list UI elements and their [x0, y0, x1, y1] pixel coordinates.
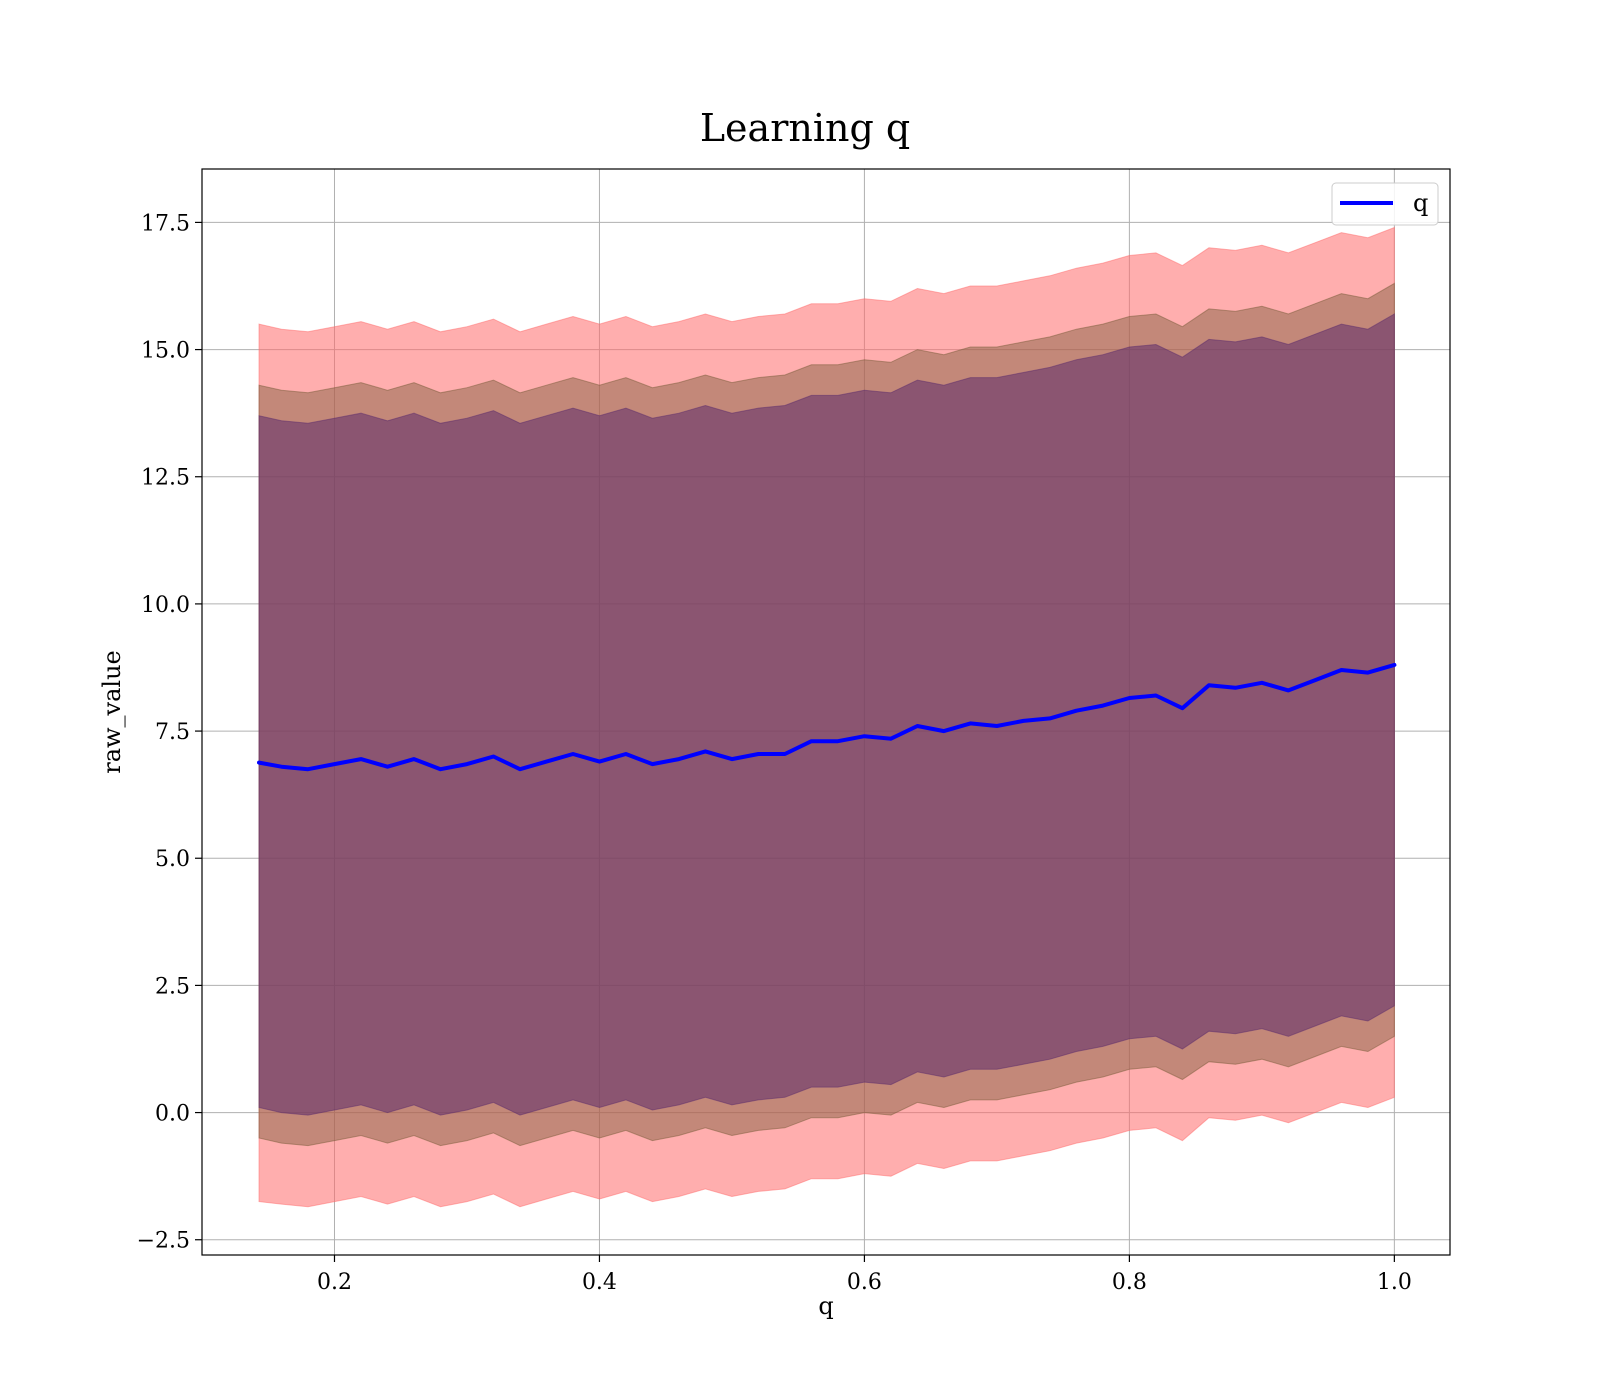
confidence-bands	[258, 226, 1395, 1208]
series-lines	[257, 662, 1397, 772]
x-tick-label: 0.6	[847, 1270, 882, 1295]
y-axis-label: raw_value	[98, 650, 126, 774]
x-axis-ticks: 0.2 0.4 0.6 0.8 1.0	[317, 1255, 1412, 1295]
x-tick-label: 0.4	[582, 1270, 617, 1295]
y-tick-label: 12.5	[141, 466, 190, 491]
y-tick-label: 15.0	[141, 339, 190, 364]
x-tick-label: 0.2	[317, 1270, 352, 1295]
x-tick-label: 1.0	[1377, 1270, 1412, 1295]
y-tick-label: 0.0	[155, 1102, 190, 1127]
legend-label-q: q	[1413, 189, 1428, 217]
series-line-q	[257, 662, 1397, 772]
y-tick-label: 7.5	[155, 720, 190, 745]
y-tick-label: −2.5	[137, 1229, 190, 1254]
y-tick-label: 17.5	[141, 211, 190, 236]
chart-title: Learning q	[700, 106, 910, 150]
legend: q	[1331, 182, 1439, 226]
confidence-band-3	[258, 313, 1395, 1116]
x-tick-label: 0.8	[1112, 1270, 1147, 1295]
y-tick-label: 10.0	[141, 593, 190, 618]
y-tick-label: 5.0	[155, 847, 190, 872]
y-tick-label: 2.5	[155, 974, 190, 999]
plot-frame	[201, 168, 1451, 1256]
y-axis-ticks: −2.5 0.0 2.5 5.0 7.5 10.0 12.5 15.0 17.5	[137, 211, 202, 1254]
x-axis-label: q	[818, 1292, 833, 1320]
